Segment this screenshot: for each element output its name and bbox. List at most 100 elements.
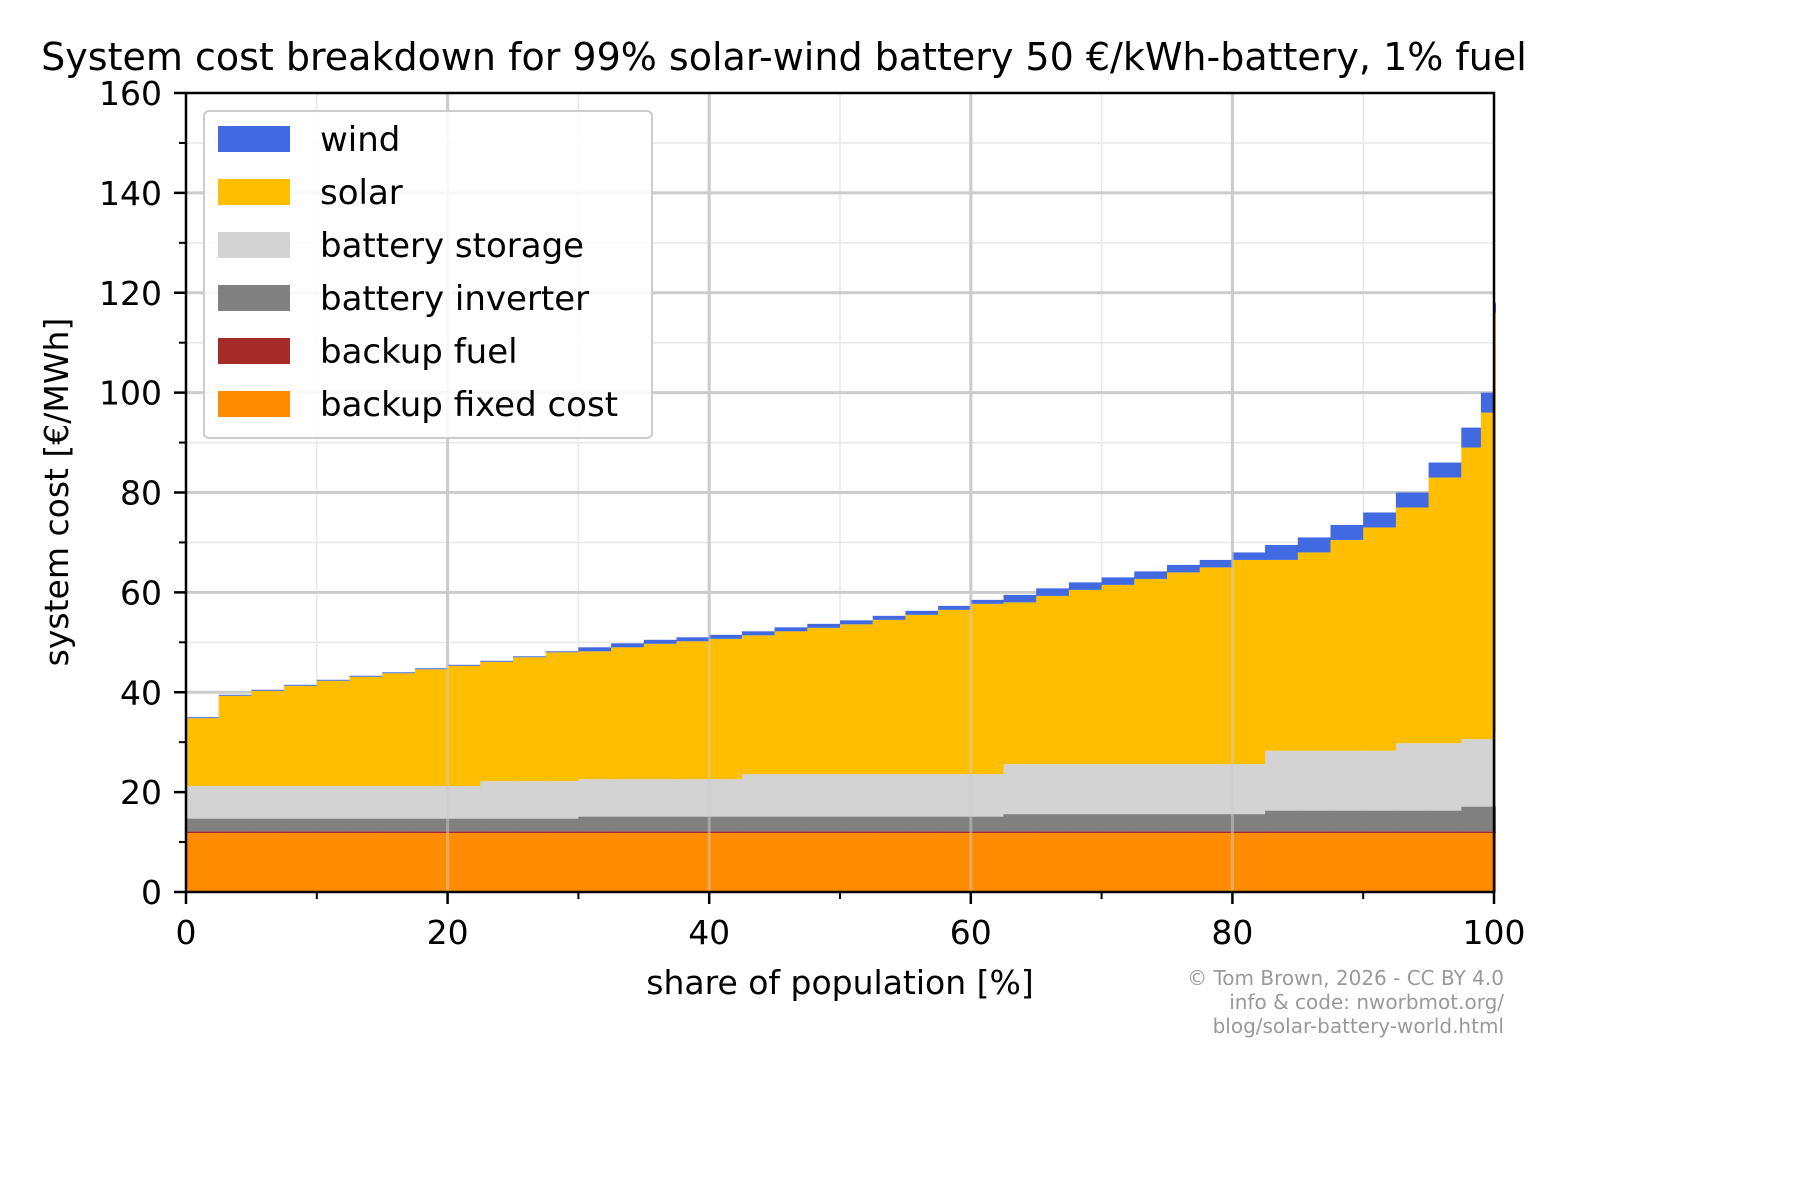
bar-segment-backup-fuel: [676, 831, 710, 834]
bar-segment-wind: [1199, 559, 1233, 568]
bar-segment-solar: [1461, 447, 1482, 740]
bar-segment-wind: [643, 639, 677, 644]
bar-segment-solar: [1101, 584, 1135, 765]
bar-segment-backup-fuel: [741, 831, 776, 834]
bars: [186, 302, 1496, 892]
bar-segment-backup-fixed-cost: [1265, 833, 1299, 892]
bar-segment-battery-inverter: [349, 818, 383, 832]
y-tick-label: 140: [99, 174, 162, 213]
bar-segment-wind: [186, 717, 220, 719]
bar-segment-solar: [643, 643, 677, 780]
bar-segment-battery-storage: [218, 786, 252, 819]
bar-segment-backup-fixed-cost: [218, 833, 252, 892]
bar-segment-battery-inverter: [414, 818, 449, 832]
bar-segment-battery-inverter: [382, 818, 416, 832]
bar-segment-solar: [578, 651, 612, 780]
bar-segment-wind: [1068, 582, 1103, 590]
bar-segment-wind: [611, 643, 645, 648]
bar-segment-wind: [513, 656, 547, 658]
bar-segment-solar: [545, 652, 579, 782]
bar-segment-battery-inverter: [1003, 814, 1037, 832]
bar-segment-solar: [1232, 559, 1266, 765]
bar-segment-solar: [709, 638, 743, 780]
bar-segment-battery-storage: [284, 786, 318, 819]
bar-segment-backup-fuel: [970, 831, 1004, 834]
bar-segment-backup-fuel: [349, 831, 383, 834]
bar-segment-battery-storage: [938, 774, 972, 817]
bar-segment-battery-storage: [1480, 739, 1495, 807]
bar-segment-solar: [676, 641, 710, 780]
bar-segment-solar: [970, 603, 1004, 775]
bar-segment-backup-fixed-cost: [676, 833, 710, 892]
bar-segment-battery-storage: [1232, 764, 1266, 815]
legend: wind solar battery storage battery inverter…: [203, 110, 653, 439]
bar-segment-battery-storage: [349, 786, 383, 819]
bar-segment-backup-fuel: [1363, 831, 1397, 834]
bar-segment-battery-storage: [1297, 750, 1331, 811]
bar-segment-battery-inverter: [1101, 814, 1135, 832]
bar-segment-battery-storage: [382, 786, 416, 819]
bar-segment-solar: [284, 685, 318, 787]
bar-segment-backup-fuel: [1330, 831, 1364, 834]
bar-segment-backup-fuel: [807, 831, 841, 834]
bar-segment-backup-fuel: [643, 831, 677, 834]
bar-segment-backup-fuel: [1101, 831, 1135, 834]
legend-label: solar: [320, 173, 403, 213]
bar-segment-battery-inverter: [1199, 814, 1233, 832]
bar-segment-backup-fuel: [382, 831, 416, 834]
bar-segment-battery-storage: [807, 774, 841, 817]
bar-segment-backup-fixed-cost: [545, 833, 579, 892]
bar-segment-backup-fixed-cost: [1068, 833, 1103, 892]
bar-segment-battery-storage: [545, 781, 579, 819]
bar-segment-backup-fuel: [284, 831, 318, 834]
bar-segment-solar: [414, 669, 449, 787]
bar-segment-wind: [840, 620, 874, 625]
bar-segment-backup-fixed-cost: [1167, 833, 1201, 892]
bar-segment-battery-inverter: [676, 816, 710, 832]
bar-segment-battery-inverter: [741, 816, 776, 832]
bar-segment-battery-inverter: [643, 816, 677, 832]
bar-segment-solar: [1297, 552, 1331, 751]
bar-segment-backup-fixed-cost: [578, 833, 612, 892]
bar-segment-battery-storage: [186, 786, 220, 819]
bar-segment-battery-storage: [1199, 764, 1233, 815]
bar-segment-solar: [774, 631, 808, 775]
bar-segment-wind: [1036, 588, 1070, 596]
bar-segment-battery-inverter: [1428, 810, 1462, 832]
legend-swatch-wind: [218, 126, 290, 152]
x-tick-label: 60: [950, 913, 992, 952]
bar-segment-battery-storage: [1101, 764, 1135, 815]
bar-segment-backup-fixed-cost: [284, 833, 318, 892]
y-tick-label: 160: [99, 74, 162, 113]
bar-segment-backup-fixed-cost: [1003, 833, 1037, 892]
bar-segment-wind: [1232, 552, 1266, 560]
y-tick-label: 120: [99, 274, 162, 313]
bar-segment-solar: [1068, 589, 1103, 765]
bar-segment-backup-fixed-cost: [1395, 833, 1430, 892]
bar-segment-backup-fuel: [938, 831, 972, 834]
bar-segment-battery-inverter: [316, 818, 350, 832]
bar-segment-battery-storage: [1036, 764, 1070, 815]
bar-segment-battery-inverter: [218, 818, 252, 832]
bar-segment-wind: [741, 631, 776, 636]
y-tick-label: 40: [120, 673, 162, 712]
bar-segment-backup-fixed-cost: [316, 833, 350, 892]
bar-segment-battery-inverter: [186, 818, 220, 832]
bar-segment-battery-storage: [578, 779, 612, 817]
bar-segment-battery-storage: [1330, 750, 1364, 811]
bar-segment-solar: [218, 695, 252, 787]
bar-segment-battery-inverter: [1167, 814, 1201, 832]
bar-segment-battery-inverter: [611, 816, 645, 832]
bar-segment-backup-fixed-cost: [349, 833, 383, 892]
bar-segment-battery-storage: [611, 779, 645, 817]
bar-segment-battery-inverter: [1068, 814, 1103, 832]
bar-segment-solar: [316, 680, 350, 787]
bar-segment-battery-inverter: [578, 816, 612, 832]
bar-segment-solar: [1199, 567, 1233, 765]
bar-segment-backup-fuel: [480, 831, 514, 834]
x-tick-label: 80: [1211, 913, 1253, 952]
bar-segment-backup-fixed-cost: [872, 833, 906, 892]
bar-segment-backup-fixed-cost: [611, 833, 645, 892]
bar-segment-solar: [1134, 578, 1168, 765]
bar-segment-solar: [1395, 507, 1430, 744]
